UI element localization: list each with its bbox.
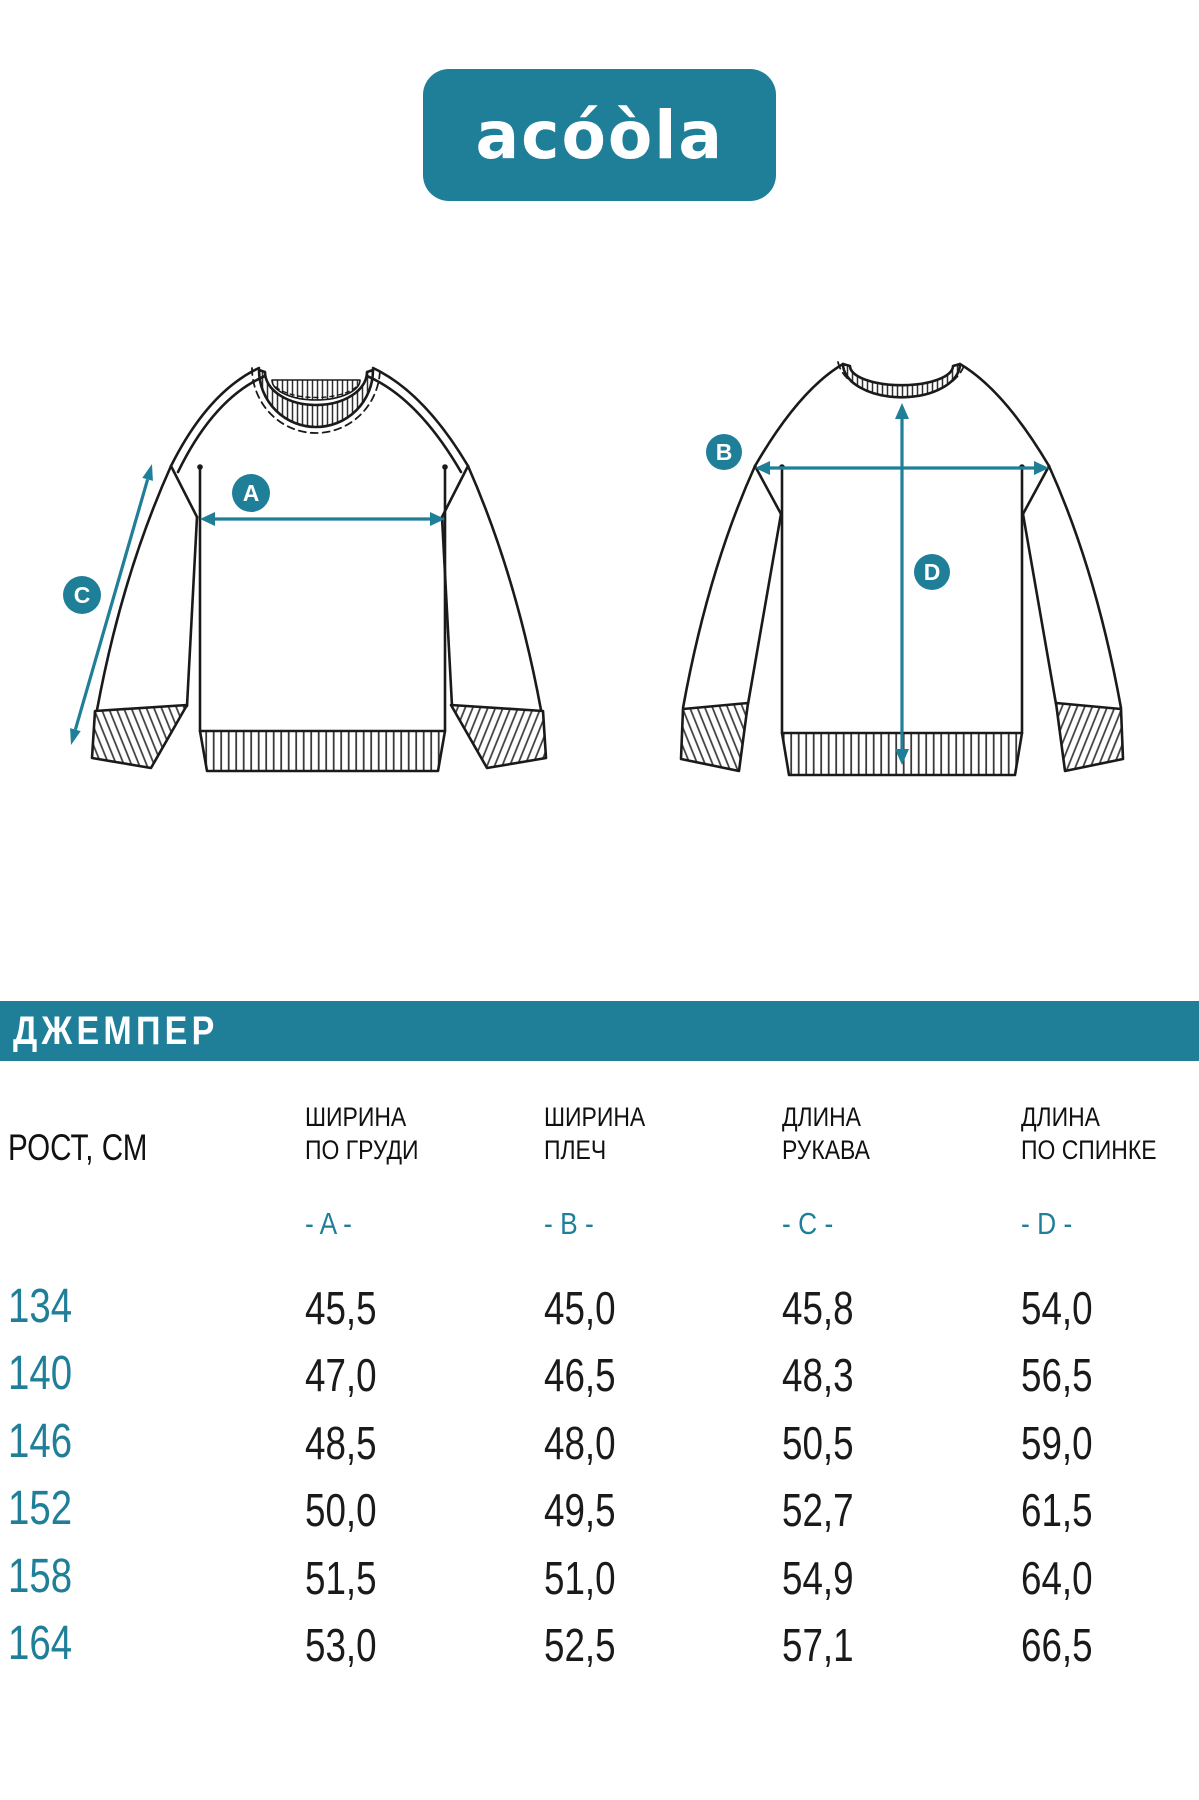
sweater-front-view	[90, 366, 548, 773]
front-collar-inner-stitch	[275, 386, 357, 399]
table-row: 140 47,0 46,5 48,3 56,5	[0, 1347, 1199, 1402]
marker-b-letter: B	[716, 439, 733, 465]
back-right-cuff-rib	[1054, 701, 1125, 773]
size-cell: 134	[8, 1280, 73, 1333]
value-cell: 50,0	[305, 1484, 377, 1536]
value-cell: 45,8	[782, 1282, 854, 1334]
value-cell: 52,5	[544, 1619, 616, 1671]
size-cell: 152	[8, 1482, 73, 1535]
table-row: 152 50,0 49,5 52,7 61,5	[0, 1482, 1199, 1537]
table-row: 134 45,5 45,0 45,8 54,0	[0, 1280, 1199, 1335]
back-collar-stitch	[837, 361, 966, 398]
table-row: 158 51,5 51,0 54,9 64,0	[0, 1550, 1199, 1605]
value-cell: 49,5	[544, 1484, 616, 1536]
front-collar-rib	[257, 368, 375, 429]
back-left-cuff-rib	[679, 701, 750, 773]
column-header-shoulder: ШИРИНА ПЛЕЧ	[544, 1102, 646, 1165]
front-right-sleeve	[466, 464, 543, 712]
column-header-chest: ШИРИНА ПО ГРУДИ	[305, 1102, 419, 1165]
value-cell: 51,0	[544, 1552, 616, 1604]
marker-d-letter: D	[924, 559, 941, 585]
value-cell: 54,0	[1021, 1282, 1093, 1334]
section-header-band: ДЖЕМПЕР	[0, 1001, 1199, 1061]
value-cell: 53,0	[305, 1619, 377, 1671]
size-cell: 164	[8, 1617, 73, 1670]
value-cell: 61,5	[1021, 1484, 1093, 1536]
value-cell: 56,5	[1021, 1349, 1093, 1401]
brand-logo: acóòla	[423, 69, 776, 201]
marker-a-circle	[232, 474, 270, 512]
value-cell: 66,5	[1021, 1619, 1093, 1671]
value-cell: 54,9	[782, 1552, 854, 1604]
front-collar-stitch	[251, 367, 381, 434]
value-cell: 45,0	[544, 1282, 616, 1334]
marker-c-letter: C	[74, 582, 91, 608]
measure-c: C	[63, 464, 153, 745]
unit-label-b: - B -	[544, 1206, 594, 1241]
back-right-sleeve	[1047, 464, 1123, 710]
value-cell: 52,7	[782, 1484, 854, 1536]
unit-label-d: - D -	[1021, 1206, 1073, 1241]
value-cell: 48,3	[782, 1349, 854, 1401]
value-cell: 57,1	[782, 1619, 854, 1671]
size-cell: 158	[8, 1550, 73, 1603]
marker-a-letter: A	[243, 480, 260, 506]
marker-d-circle	[914, 554, 950, 590]
value-cell: 48,5	[305, 1417, 377, 1469]
back-collar-rib	[841, 362, 962, 399]
back-left-sleeve	[681, 464, 757, 710]
value-cell: 64,0	[1021, 1552, 1093, 1604]
value-cell: 48,0	[544, 1417, 616, 1469]
measure-d: D	[895, 403, 950, 765]
column-header-back: ДЛИНА ПО СПИНКЕ	[1021, 1102, 1157, 1165]
value-cell: 45,5	[305, 1282, 377, 1334]
measure-b: B	[706, 434, 1049, 475]
table-row: 164 53,0 52,5 57,1 66,5	[0, 1617, 1199, 1672]
brand-logo-text: acóòla	[475, 96, 724, 174]
front-hem-rib	[198, 729, 447, 773]
column-header-sleeve: ДЛИНА РУКАВА	[782, 1102, 870, 1165]
front-left-sleeve	[95, 464, 173, 712]
front-left-cuff-rib	[90, 703, 189, 770]
value-cell: 50,5	[782, 1417, 854, 1469]
value-cell: 47,0	[305, 1349, 377, 1401]
section-title: ДЖЕМПЕР	[13, 1008, 219, 1053]
unit-label-a: - A -	[305, 1206, 352, 1241]
size-cell: 140	[8, 1347, 73, 1400]
sweater-diagram: A C	[63, 361, 1125, 777]
size-cell: 146	[8, 1415, 73, 1468]
marker-b-circle	[706, 434, 742, 470]
marker-c-circle	[63, 576, 101, 614]
front-right-cuff-rib	[449, 703, 548, 770]
value-cell: 59,0	[1021, 1417, 1093, 1469]
table-row: 146 48,5 48,0 50,5 59,0	[0, 1415, 1199, 1470]
value-cell: 46,5	[544, 1349, 616, 1401]
value-cell: 51,5	[305, 1552, 377, 1604]
unit-label-c: - C -	[782, 1206, 834, 1241]
row-header-height: РОСТ, СМ	[8, 1127, 148, 1168]
measure-a: A	[200, 474, 445, 526]
